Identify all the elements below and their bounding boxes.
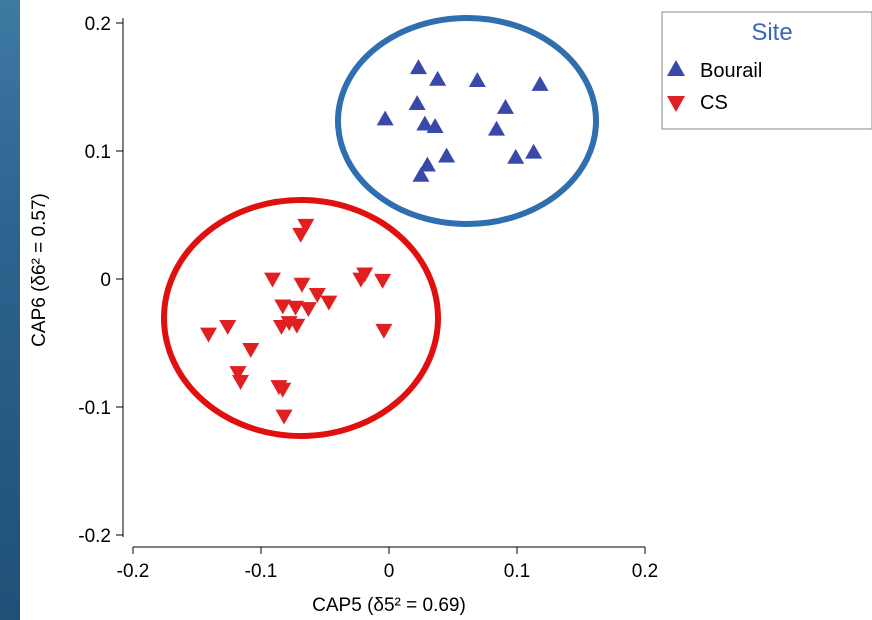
point-cs (200, 327, 218, 343)
point-bourail (429, 70, 447, 86)
point-bourail (412, 166, 430, 182)
point-bourail (438, 147, 456, 163)
point-bourail (409, 59, 427, 75)
legend-marker-cs (667, 96, 685, 112)
point-cs (308, 287, 326, 303)
legend-label-cs: CS (700, 92, 728, 114)
point-cs (352, 272, 370, 288)
point-cs (287, 300, 305, 316)
y-axis-title: CAP6 (δ6² = 0.57) (29, 193, 50, 347)
point-cs (272, 319, 290, 335)
point-bourail (488, 120, 506, 136)
point-bourail (496, 98, 514, 114)
y-tick-label: -0.2 (78, 526, 111, 547)
point-cs (288, 318, 306, 334)
legend: Site Bourail CS (661, 11, 872, 130)
point-cs (320, 295, 338, 311)
point-cs (374, 273, 392, 289)
legend-label-bourail: Bourail (700, 60, 762, 82)
point-cs (275, 409, 293, 425)
cap-scatter-plot: -0.2 -0.1 0 0.1 0.2 -0.2 -0.1 0 0.1 0.2 CAP5 (δ5… (29, 11, 872, 616)
x-tick-label: 0.2 (632, 561, 658, 582)
point-bourail (468, 72, 486, 87)
point-cs (264, 272, 282, 288)
point-cs (219, 319, 237, 335)
chart-panel: -0.2 -0.1 0 0.1 0.2 -0.2 -0.1 0 0.1 0.2 CAP5 (δ5… (20, 0, 872, 620)
point-bourail (531, 75, 549, 91)
point-bourail (426, 118, 444, 134)
point-cs (274, 382, 292, 398)
point-bourail (376, 110, 394, 126)
y-tick-label: 0 (100, 270, 111, 291)
point-bourail (416, 115, 434, 131)
cs-cluster-ellipse (161, 197, 441, 439)
x-tick-label: 0.1 (504, 561, 530, 582)
y-tick-label: 0.2 (85, 14, 111, 35)
point-bourail (507, 148, 525, 164)
legend-box (661, 11, 872, 130)
y-tick-label: -0.1 (78, 398, 111, 419)
x-tick-label: 0 (384, 561, 395, 582)
point-bourail (408, 95, 426, 111)
point-cs (292, 227, 310, 243)
point-cs (229, 366, 247, 381)
point-cs (297, 218, 315, 234)
legend-title: Site (751, 19, 792, 46)
legend-marker-bourail (667, 60, 685, 76)
point-cs (375, 323, 393, 339)
bourail-cluster-ellipse (335, 15, 599, 227)
point-cs (242, 343, 260, 358)
point-cs (232, 375, 250, 390)
x-tick-label: -0.1 (245, 561, 278, 582)
y-tick-label: 0.1 (85, 142, 111, 163)
data-points (200, 59, 549, 425)
x-axis-title: CAP5 (δ5² = 0.69) (312, 595, 466, 616)
point-bourail (418, 156, 436, 172)
point-bourail (525, 143, 543, 159)
point-cs (299, 302, 317, 317)
x-tick-label: -0.2 (117, 561, 150, 582)
point-cs (293, 277, 311, 293)
point-cs (274, 299, 292, 315)
